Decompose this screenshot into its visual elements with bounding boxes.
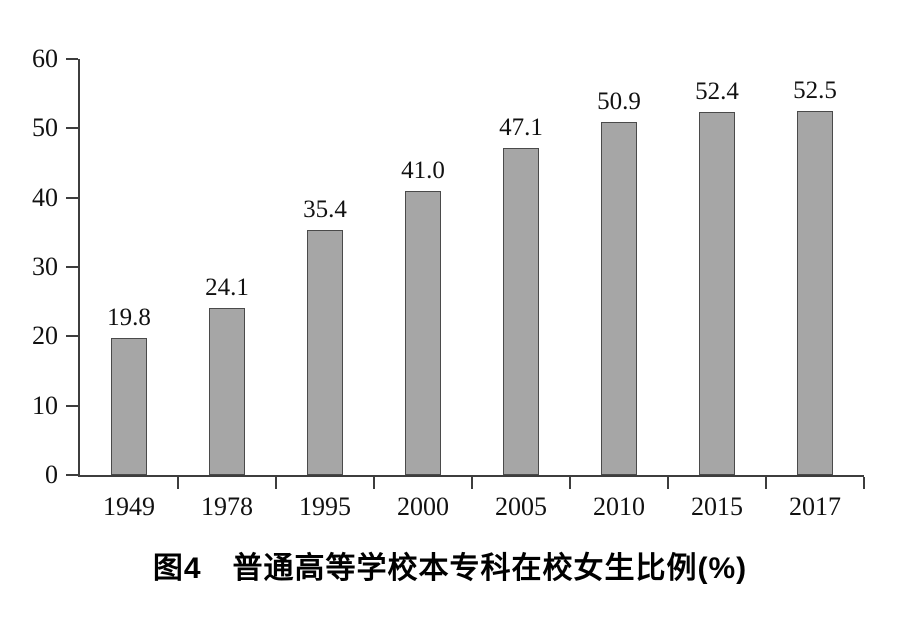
y-axis-tick-label: 0 xyxy=(45,460,58,489)
x-axis-category-label: 1978 xyxy=(201,492,253,521)
y-axis-tick xyxy=(66,404,78,407)
y-axis-tick xyxy=(66,58,78,60)
x-axis-tick xyxy=(765,477,767,489)
x-axis-category-label: 2010 xyxy=(593,492,645,521)
y-axis-tick xyxy=(66,196,78,199)
x-axis-category-label: 2005 xyxy=(495,492,547,521)
bar-2000 xyxy=(405,190,441,475)
bar-value-label: 19.8 xyxy=(107,303,151,331)
y-axis-tick xyxy=(66,127,78,130)
y-axis-tick-label: 40 xyxy=(32,182,58,212)
x-axis-tick xyxy=(569,477,571,489)
y-axis-tick-label: 10 xyxy=(32,390,58,420)
x-axis-tick xyxy=(275,477,277,489)
x-axis-tick xyxy=(373,477,375,489)
x-axis-category-label: 2000 xyxy=(397,492,449,521)
x-axis-tick xyxy=(667,477,669,489)
x-axis-category-label: 1995 xyxy=(299,492,351,521)
y-axis-tick-label: 20 xyxy=(32,321,58,351)
y-axis-tick-label: 50 xyxy=(32,113,58,143)
figure-caption: 图4 普通高等学校本专科在校女生比例(%) xyxy=(152,552,748,585)
bar-value-label: 52.5 xyxy=(793,77,837,104)
bar-2005 xyxy=(503,148,539,475)
y-axis-tick-label: 60 xyxy=(32,44,58,73)
y-axis-tick-label: 30 xyxy=(32,252,58,281)
bar-value-label: 41.0 xyxy=(401,156,445,184)
bar-2017 xyxy=(797,111,833,475)
bar-value-label: 24.1 xyxy=(205,273,249,301)
bar-1949 xyxy=(111,337,147,475)
x-axis-tick xyxy=(471,477,473,489)
bar-value-label: 35.4 xyxy=(303,195,347,223)
y-axis-tick xyxy=(66,474,78,476)
y-axis-tick xyxy=(66,335,78,338)
bar-2015 xyxy=(699,111,735,475)
x-axis-tick xyxy=(177,477,179,489)
x-axis-category-label: 1949 xyxy=(103,492,155,521)
bar-value-label: 52.4 xyxy=(695,77,739,105)
bar-1978 xyxy=(209,307,245,475)
bar-value-label: 47.1 xyxy=(499,114,543,142)
plot-area: 0 10 20 30 40 50 60 19.8 1949 24.1 1978 35.4 1995 41.… xyxy=(32,44,865,521)
y-axis-tick xyxy=(66,266,78,268)
bar-value-label: 50.9 xyxy=(597,88,641,116)
bar-2010 xyxy=(601,122,637,475)
x-axis-category-label: 2015 xyxy=(691,492,743,521)
bar-1995 xyxy=(307,229,343,475)
x-axis-category-label: 2017 xyxy=(789,492,841,521)
x-axis-tick xyxy=(863,477,865,489)
